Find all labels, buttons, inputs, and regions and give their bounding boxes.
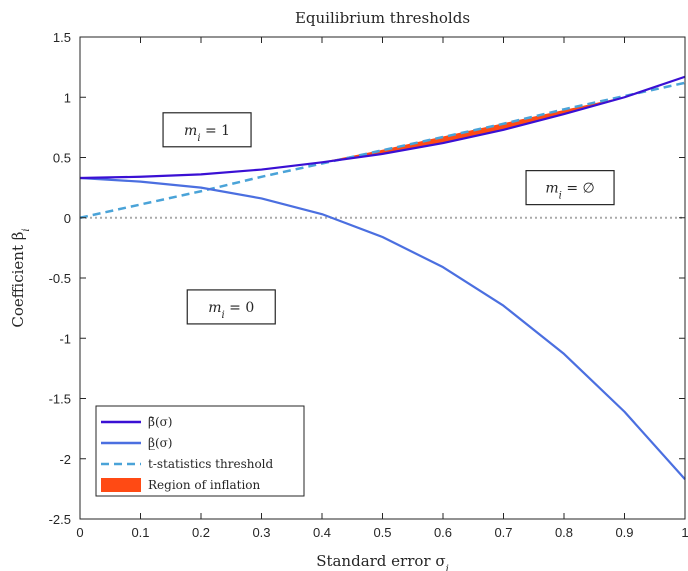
legend-label-0: β̄(σ) [148,415,173,429]
x-tick-label: 0.2 [192,525,210,540]
legend-label-region: Region of inflation [148,478,261,492]
chart-title: Equilibrium thresholds [295,9,470,27]
x-tick-label: 0.4 [313,525,331,540]
legend: β̄(σ) β̲(σ) t-statistics threshold Region o… [95,405,305,497]
y-tick-label: -2 [59,452,71,467]
annotation-box [162,112,252,148]
y-axis-label: Coefficient βi [9,228,32,327]
x-tick-label: 1 [681,525,688,540]
annotation-text: mi = 0 [208,300,254,321]
x-tick-label: 0.3 [252,525,270,540]
y-tick-label: 0.5 [53,151,71,166]
x-tick-label: 0.8 [555,525,573,540]
y-tick-label: -1.5 [49,392,71,407]
y-tick-label: -0.5 [49,271,71,286]
series-line-1 [79,176,686,480]
x-tick-label: 0.9 [615,525,633,540]
x-tick-label: 0.7 [494,525,512,540]
x-tick-label: 0.5 [373,525,391,540]
x-tick-label: 0.1 [131,525,149,540]
annotation-text: mi = ∅ [545,181,594,202]
x-axis-label: Standard error σi [316,552,449,571]
annotation-text: mi = 1 [184,123,230,144]
x-tick-label: 0.6 [434,525,452,540]
y-tick-label: -2.5 [49,512,71,527]
series-line-0 [79,75,686,180]
y-tick-label: 0 [64,211,71,226]
region-annotation-1: mi = ∅ [525,170,615,206]
y-tick-label: 1.5 [53,30,71,45]
region-annotation-2: mi = 0 [186,289,276,325]
x-tick-label: 0 [76,525,83,540]
annotation-box [186,289,276,325]
legend-label-2: t-statistics threshold [148,457,274,471]
region-annotation-0: mi = 1 [162,112,252,148]
legend-label-1: β̲(σ) [148,436,173,450]
y-tick-label: -1 [59,331,71,346]
y-tick-label: 1 [64,90,71,105]
annotation-box [525,170,615,206]
legend-swatch-region [101,478,141,492]
